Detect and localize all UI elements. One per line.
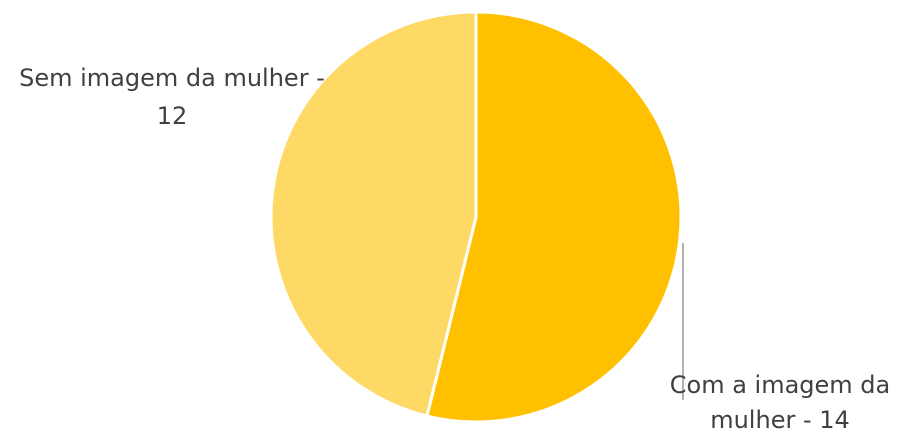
label-sem-imagem-line1: Sem imagem da mulher -: [19, 64, 325, 92]
label-sem-imagem-value: 12: [157, 102, 188, 130]
label-com-imagem-value: mulher - 14: [710, 406, 850, 434]
pie-slice-sem-imagem: [269, 10, 478, 418]
pie-slices: [269, 10, 683, 424]
label-com-imagem-line1: Com a imagem da: [670, 371, 891, 399]
pie-slice-com-imagem: [425, 10, 683, 424]
